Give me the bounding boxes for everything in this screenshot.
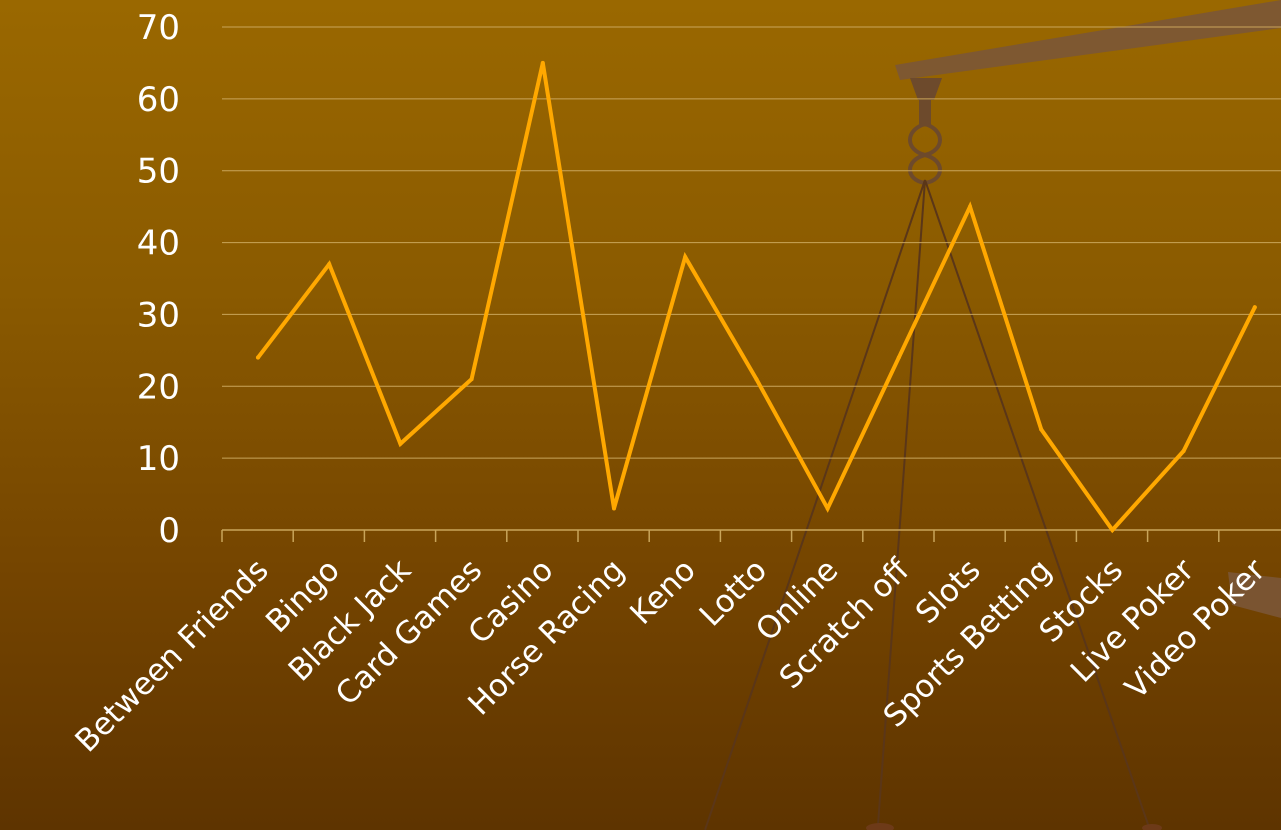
data-point: [754, 377, 759, 382]
data-point: [327, 262, 332, 267]
y-tick-label: 0: [158, 511, 180, 551]
x-tick-label: Between Friends: [68, 552, 275, 759]
y-tick-label: 60: [137, 80, 180, 120]
scale-hook-stem: [919, 98, 931, 126]
scale-pan: [866, 823, 894, 830]
data-point: [1252, 305, 1257, 310]
data-point: [469, 377, 474, 382]
gridlines: [222, 26, 1281, 459]
y-tick-label: 20: [137, 367, 180, 407]
balance-scale-icon: [704, 0, 1281, 830]
data-series: [256, 60, 1257, 534]
data-point: [896, 355, 901, 360]
scale-pan: [1142, 824, 1162, 830]
y-axis: 0 10 20 30 40 50 60 70: [137, 8, 180, 551]
y-tick-label: 10: [137, 439, 180, 479]
data-point: [968, 204, 972, 209]
x-axis: [221, 529, 1281, 542]
data-point: [612, 506, 616, 511]
y-tick-label: 30: [137, 295, 180, 335]
series-line: [256, 62, 1257, 534]
data-point: [256, 355, 260, 360]
scale-hook-knot: [908, 121, 942, 186]
scale-hook: [910, 78, 942, 100]
y-tick-label: 70: [137, 8, 180, 48]
y-tick-label: 40: [137, 224, 180, 264]
data-point: [398, 441, 403, 446]
data-point: [683, 254, 688, 259]
scale-string: [924, 179, 1151, 830]
scale-beam: [895, 0, 1281, 80]
data-point: [540, 60, 545, 65]
data-point: [825, 506, 830, 511]
data-point: [1039, 427, 1044, 432]
x-tick-label: Keno: [623, 552, 703, 632]
data-point: [1110, 528, 1115, 532]
y-tick-label: 50: [137, 152, 180, 192]
scale-string: [877, 179, 926, 826]
data-point: [1181, 448, 1186, 453]
scale-beam-end: [1228, 572, 1281, 618]
scale-string: [704, 179, 926, 830]
